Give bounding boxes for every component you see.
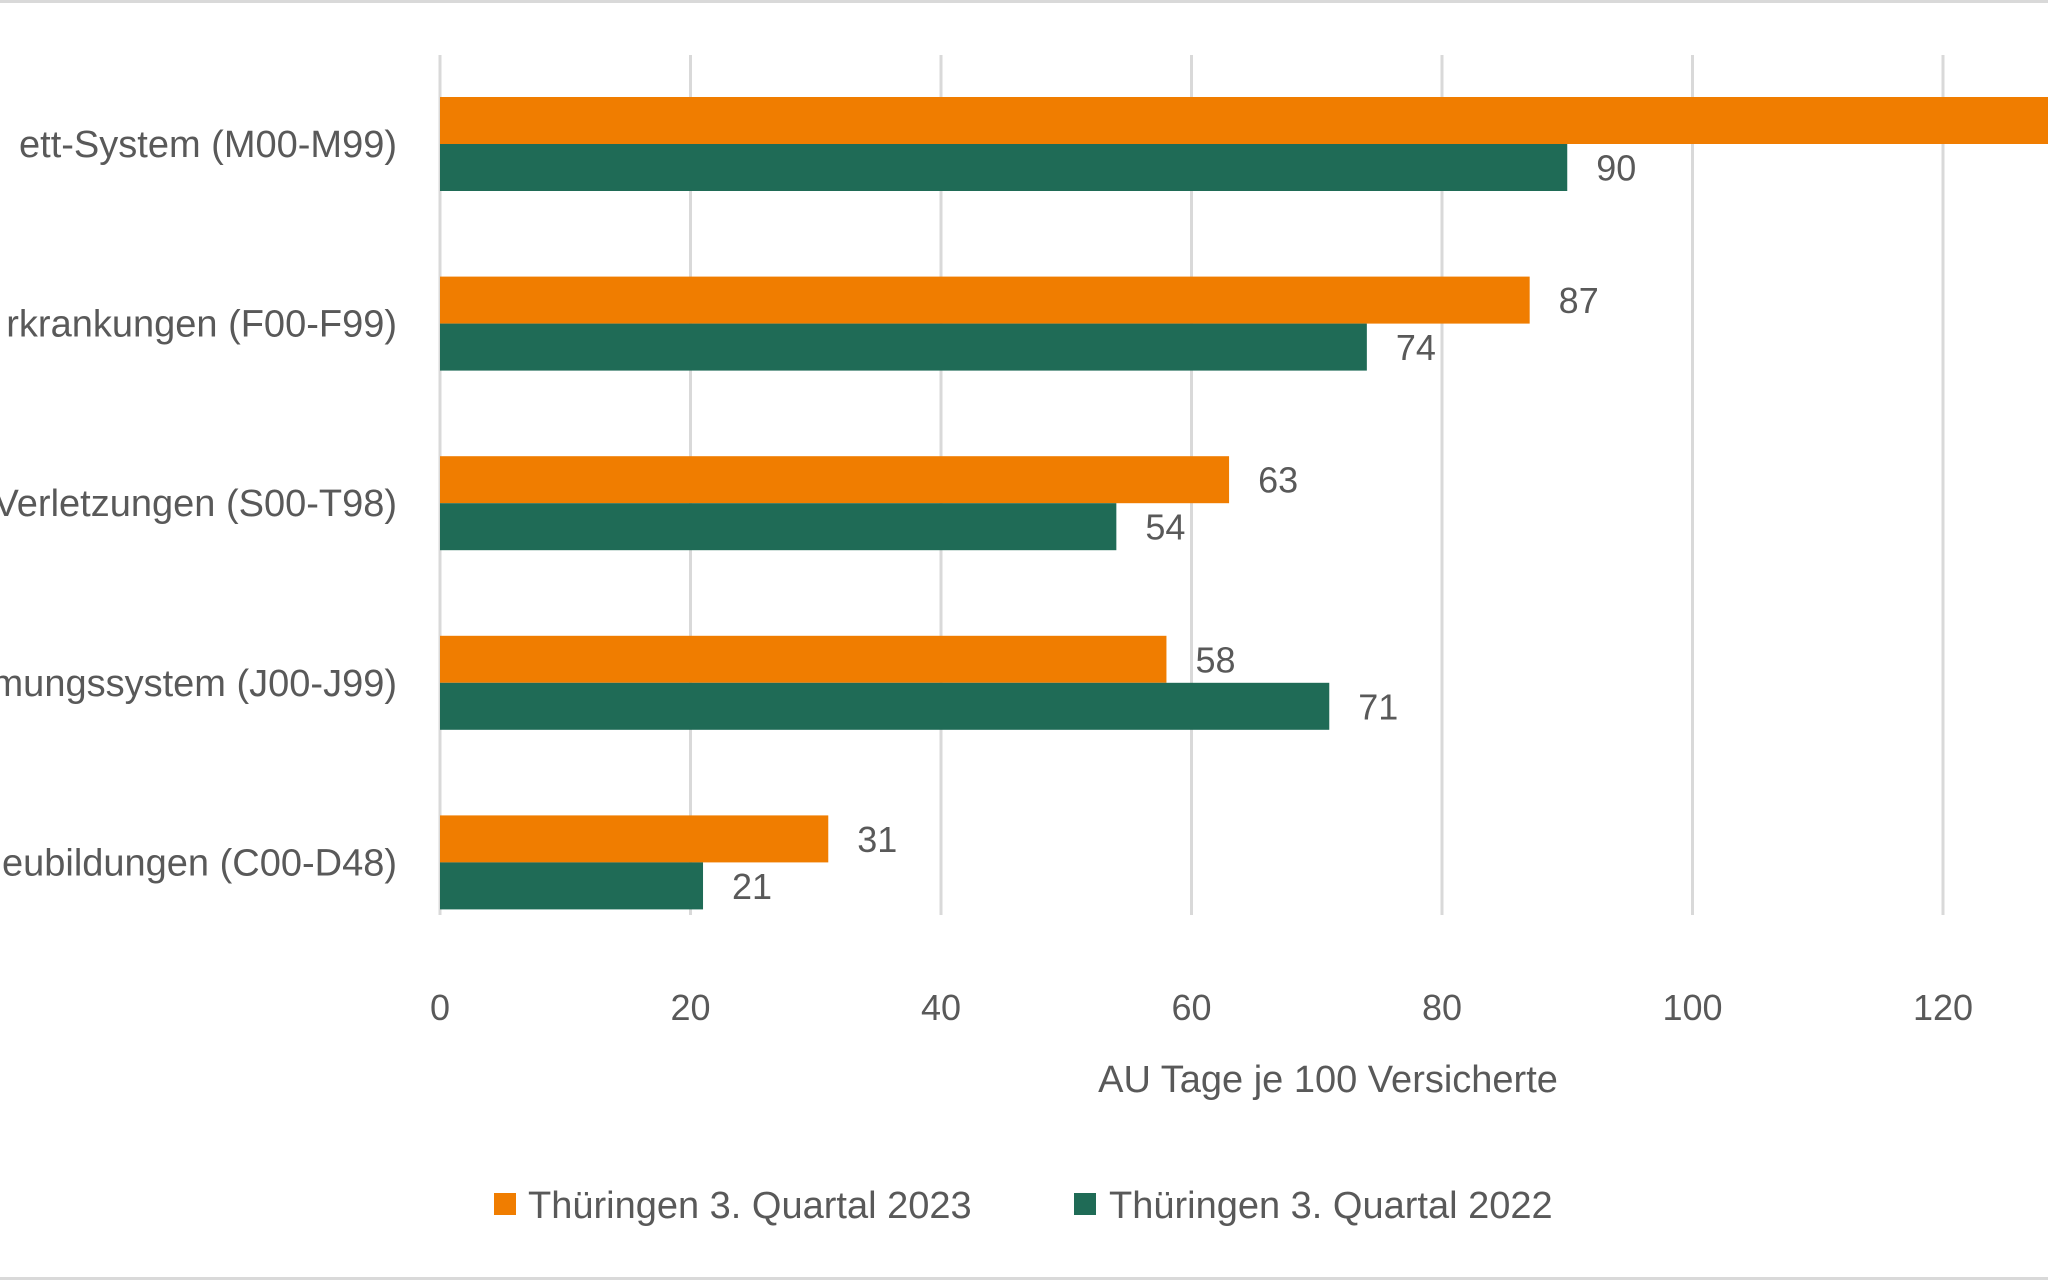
- data-label: 58: [1195, 639, 1235, 680]
- legend-swatch-2023: [494, 1193, 516, 1215]
- x-tick-label: 80: [1422, 987, 1462, 1028]
- x-tick-label: 60: [1171, 987, 1211, 1028]
- bar-2023: [440, 635, 1167, 683]
- bar-2022: [440, 503, 1117, 551]
- category-label: ett-System (M00-M99): [19, 124, 397, 166]
- bar-2023: [440, 456, 1230, 504]
- data-label: 31: [857, 819, 897, 860]
- bar-2022: [440, 144, 1568, 191]
- category-label: Verletzungen (S00-T98): [0, 483, 397, 525]
- bottom-border: [0, 1277, 2048, 1280]
- x-tick-label: 0: [430, 987, 450, 1028]
- top-border: [0, 0, 2048, 3]
- x-tick-label: 40: [921, 987, 961, 1028]
- data-label: 21: [732, 866, 772, 907]
- legend-swatch-2022: [1074, 1193, 1096, 1215]
- bar-2022: [440, 862, 704, 910]
- x-tick-label: 100: [1662, 987, 1722, 1028]
- category-label: mungssystem (J00-J99): [0, 663, 397, 705]
- bar-2023: [440, 815, 829, 863]
- legend-label-2022: Thüringen 3. Quartal 2022: [1109, 1185, 1553, 1227]
- data-label: 87: [1559, 280, 1599, 321]
- data-label: 74: [1396, 327, 1436, 368]
- data-label: 63: [1258, 460, 1298, 501]
- data-label: 90: [1596, 148, 1636, 189]
- bar-2023: [440, 276, 1530, 324]
- legend-label-2023: Thüringen 3. Quartal 2023: [528, 1185, 972, 1227]
- data-label: 54: [1145, 507, 1185, 548]
- bar-2022: [440, 682, 1330, 730]
- x-axis-title: AU Tage je 100 Versicherte: [1098, 1059, 1558, 1101]
- category-label: rkrankungen (F00-F99): [6, 304, 397, 346]
- category-label: eubildungen (C00-D48): [2, 842, 397, 884]
- data-label: 71: [1358, 686, 1398, 727]
- legend: Thüringen 3. Quartal 2023 Thüringen 3. Q…: [494, 1185, 1553, 1227]
- bar-2023: [440, 97, 2048, 144]
- x-tick-label: 20: [670, 987, 710, 1028]
- bar-2022: [440, 323, 1367, 371]
- x-tick-label: 120: [1913, 987, 1973, 1028]
